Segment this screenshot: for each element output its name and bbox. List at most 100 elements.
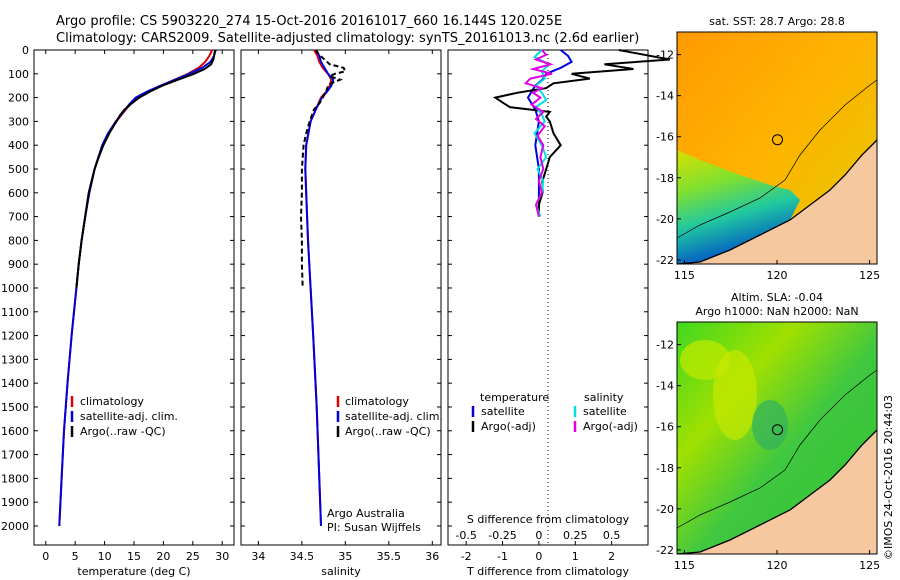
sst-argo-location-marker [772,134,783,146]
x-tick-label: 20 [156,550,170,563]
legend-temp-argo: Argo(-adj) [481,420,536,433]
sst-coastline [676,139,878,265]
temperature-axes-frame [33,49,235,546]
legend-sal-argo: Argo(-adj) [583,420,638,433]
temperature-series [58,49,217,527]
depth-tick-label: 800 [8,234,29,247]
depth-tick-label: 1600 [1,425,29,438]
sst-land [677,140,877,264]
lon-tick-label: 120 [767,269,788,282]
depth-tick-label: 0 [22,44,29,57]
sla-coastline [676,429,878,555]
depth-tick-label: 200 [8,92,29,105]
sst-isobath [676,79,878,239]
depth-tick-label: 1800 [1,472,29,485]
x-tick-label: -2 [461,550,472,563]
annotation-line2: PI: Susan Wijffels [327,521,421,534]
lat-tick-label: -12 [656,49,674,62]
figure-title-line1: Argo profile: CS 5903220_274 15-Oct-2016… [56,14,562,29]
legend-temp-header: temperature [480,391,549,404]
x-tick-label: 1 [572,550,579,563]
depth-tick-label: 500 [8,163,29,176]
depth-tick-label: 1300 [1,353,29,366]
series-line-temperature-satellite [526,49,573,217]
sla-anomaly-low [752,400,788,450]
salinity-axes-frame [240,49,442,546]
lat-tick-label: -16 [656,131,674,144]
lat-tick-label: -14 [656,90,674,103]
lat-tick-label: -22 [656,254,674,267]
depth-tick-label: 1200 [1,330,29,343]
depth-tick-label: 2000 [1,520,29,533]
sla-anomaly-central [713,350,757,440]
sla-argo-location-marker [772,424,783,436]
difference-top-label: S difference from climatology [467,513,630,526]
figure-title-line2: Climatology: CARS2009. Satellite-adjuste… [56,31,639,46]
lat-tick-label: -18 [656,462,674,475]
lon-tick-label: 125 [859,559,880,572]
legend-climatology: climatology [345,395,409,408]
salinity-legend: climatology satellite-adj. clim. Argo(..… [336,395,443,438]
depth-tick-label: 700 [8,211,29,224]
x-tick-label: 0 [42,550,49,563]
x-tick-label: 34.5 [290,550,315,563]
x-tick-label: 0 [535,550,542,563]
sst-map-panel: sat. SST: 28.7 Argo: 28.8 [656,15,880,282]
legend-satellite: satellite-adj. clim. [345,410,443,423]
lat-tick-label: -20 [656,503,674,516]
lat-tick-label: -14 [656,380,674,393]
x-tick-label: 10 [98,550,112,563]
difference-legend: temperature salinity satellite Argo(-adj… [471,391,638,433]
temperature-panel: 0100200300400500600700800900100011001200… [1,44,648,578]
salinity-panel: 34 34.5 35 35.5 36 salinity climatology sate… [240,49,443,578]
x-tick-label: 5 [72,550,79,563]
salinity-xlabel: salinity [321,565,361,578]
legend-argo: Argo(..raw -QC) [80,425,166,438]
sst-map-axes: 115 120 125 -12 -14 -16 -18 -20 -22 [656,49,880,282]
depth-tick-label: 1500 [1,401,29,414]
difference-series [492,49,670,217]
x-tick-label: 30 [215,550,229,563]
depth-tick-label: 1900 [1,496,29,509]
legend-argo: Argo(..raw -QC) [345,425,431,438]
top-tick-label: -0.25 [488,529,516,542]
sla-map-axes: 115 120 125 -12 -14 -16 -18 -20 -22 [656,339,880,572]
lat-tick-label: -16 [656,421,674,434]
legend-satellite: satellite-adj. clim. [80,410,178,423]
lat-tick-label: -18 [656,172,674,185]
temperature-xlabel: temperature (deg C) [77,565,190,578]
series-line-climatology [58,49,214,527]
lon-tick-label: 115 [674,559,695,572]
x-tick-label: 36 [425,550,439,563]
lon-tick-label: 115 [674,269,695,282]
temperature-legend: climatology satellite-adj. clim. Argo(..… [70,395,178,438]
salinity-series [299,49,347,527]
depth-tick-label: 600 [8,187,29,200]
x-tick-label: 2 [608,550,615,563]
top-tick-label: 0.5 [603,529,621,542]
difference-x-axis: -2 -1 0 1 2 -0.5 -0.25 0 0.25 0.5 [455,529,620,563]
depth-axis: 0 100 200 300 400 500 600 700 800 900 1000 1100 1200… [1,44,648,533]
x-tick-label: 15 [127,550,141,563]
series-line-argo-raw-qc- [299,49,347,289]
depth-tick-label: 900 [8,258,29,271]
sla-isobath [676,369,878,529]
legend-climatology: climatology [80,395,144,408]
salinity-x-axis: 34 34.5 35 35.5 36 [251,50,439,563]
temperature-x-axis: 0 5 10 15 20 25 30 [42,50,229,563]
sla-map-title1: Altim. SLA: -0.04 [731,291,823,304]
series-line-argo-raw-qc- [75,49,217,289]
sla-map-title2: Argo h1000: NaN h2000: NaN [695,305,858,318]
series-line-temperature-argo-adj- [492,49,670,217]
legend-sal-satellite: satellite [583,405,627,418]
annotation-line1: Argo Australia [327,507,405,520]
lat-tick-label: -22 [656,544,674,557]
x-tick-label: -1 [497,550,508,563]
x-tick-label: 25 [186,550,200,563]
depth-tick-label: 400 [8,139,29,152]
lat-tick-label: -12 [656,339,674,352]
depth-tick-label: 300 [8,115,29,128]
x-tick-label: 35 [338,550,352,563]
top-tick-label: -0.5 [455,529,476,542]
